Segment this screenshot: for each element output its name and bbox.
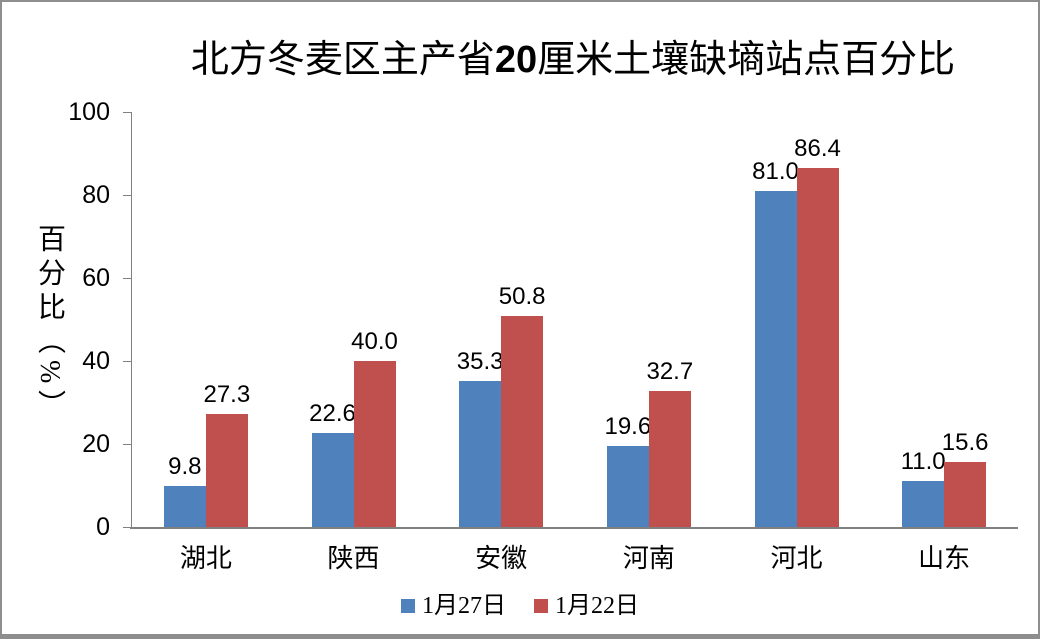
legend-item-series1: 1月27日: [401, 593, 506, 619]
legend-item-series2: 1月22日: [534, 593, 639, 619]
bar-series1-cat4: [606, 445, 649, 527]
bar-series2-cat4: [648, 391, 691, 527]
y-axis-title: 百分比（%）: [34, 224, 65, 424]
bar-series2-cat3: [501, 316, 544, 527]
category-label: 河北: [770, 544, 823, 573]
bar-data-label: 32.7: [646, 358, 694, 386]
category-label: 陕西: [327, 544, 380, 573]
y-tick-mark: [123, 277, 131, 279]
y-tick-mark: [123, 526, 131, 528]
bar-data-label: 9.8: [168, 453, 202, 481]
y-tick-label: 0: [96, 513, 110, 541]
bar-series2-cat1: [205, 413, 248, 527]
plot-area: 9.8 22.6 35.3 19.6 81.0 11.0 27.3 40.0 50.8 32.7 8…: [123, 111, 1018, 529]
bar-data-label: 22.6: [309, 400, 356, 428]
legend-label: 1月22日: [555, 593, 639, 619]
y-tick-mark: [123, 111, 131, 113]
y-tick-mark: [123, 194, 131, 196]
category-label: 湖北: [179, 544, 232, 573]
legend: 1月27日 1月22日: [2, 593, 1038, 619]
bar-data-label: 27.3: [203, 380, 251, 408]
y-axis-line: [131, 112, 132, 527]
category-label: 山东: [918, 544, 971, 573]
bar-series2-cat5: [796, 168, 839, 527]
x-axis-line: [130, 527, 1018, 529]
bar-series1-cat3: [459, 380, 502, 527]
bar-series2-cat2: [353, 361, 396, 527]
legend-label: 1月27日: [422, 593, 506, 619]
y-tick-label: 40: [82, 347, 110, 375]
category-label: 河南: [622, 544, 675, 573]
bar-data-label: 19.6: [604, 412, 652, 440]
y-tick-label: 100: [68, 98, 110, 126]
bar-series1-cat1: [163, 486, 206, 527]
y-tick-label: 80: [82, 181, 110, 209]
legend-swatch-icon: [534, 599, 548, 613]
chart-title-suffix: 厘米土壤缺墒站点百分比: [537, 39, 956, 81]
chart-title-number: 20: [494, 39, 538, 81]
bar-data-label: 40.0: [351, 328, 398, 355]
bar-series2-cat6: [944, 462, 987, 527]
bar-data-label: 81.0: [752, 157, 799, 185]
bar-data-label: 86.4: [794, 135, 841, 163]
y-tick-mark: [123, 443, 131, 445]
bar-data-label: 35.3: [456, 347, 504, 375]
y-tick-mark: [123, 360, 131, 362]
bar-series1-cat6: [902, 481, 945, 527]
y-tick-label: 60: [82, 264, 110, 292]
bar-series1-cat5: [754, 190, 797, 527]
chart-title: 北方冬麦区主产省20厘米土壤缺墒站点百分比: [130, 38, 1016, 82]
bar-series1-cat2: [311, 433, 354, 527]
bar-data-label: 50.8: [498, 283, 546, 311]
bar-data-label: 11.0: [900, 448, 946, 476]
y-tick-label: 20: [82, 430, 110, 458]
legend-swatch-icon: [401, 599, 415, 613]
bar-data-label: 15.6: [941, 429, 989, 457]
chart-title-prefix: 北方冬麦区主产省: [190, 39, 495, 81]
category-label: 安徽: [475, 544, 528, 573]
